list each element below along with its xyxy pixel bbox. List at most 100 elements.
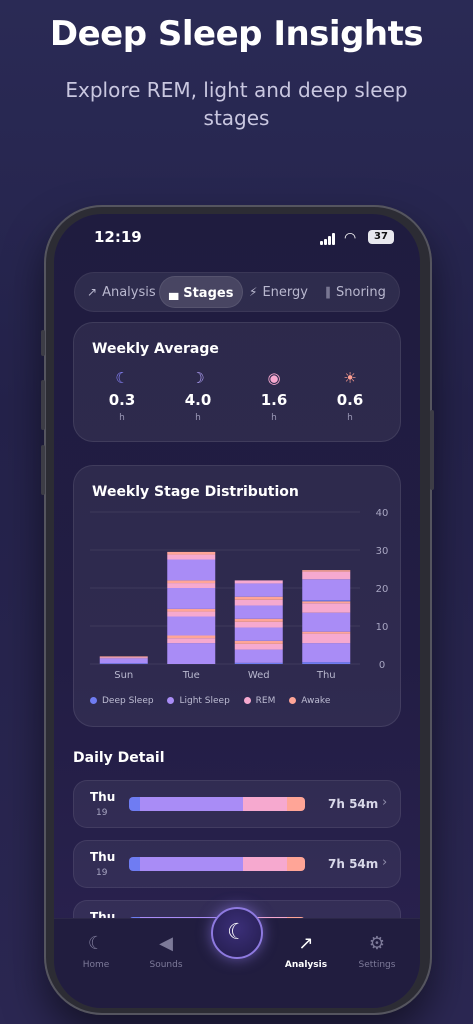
y-tick-label: 30: [376, 546, 389, 557]
app-screen: 12:19 ◠ 37 ↗ Analysis ▄ Stages ⚡ Energy ∥ Sn…: [54, 214, 420, 1008]
bar-segment-light-sleep: [302, 579, 351, 601]
bar-segment-rem: [302, 571, 351, 580]
bar-segment-awake: [234, 596, 283, 600]
bar-segment-deep-sleep: [302, 662, 351, 664]
bar-segment-rem: [302, 633, 351, 644]
bar-segment-rem: [234, 599, 283, 606]
daily-row[interactable]: Thu 19 7h 54m ›: [73, 840, 401, 888]
battery-icon: 37: [368, 230, 394, 244]
avg-rem: ◉ 1.6 h: [244, 369, 304, 423]
phone-mute-button: [41, 330, 45, 356]
status-bar: 12:19 ◠ 37: [54, 228, 420, 250]
bar-segment-awake: [99, 656, 148, 658]
row-segment-light-sleep: [139, 857, 244, 871]
x-tick-label: Wed: [248, 670, 270, 681]
row-date: 19: [96, 868, 108, 878]
nav-analysis[interactable]: ↗ Analysis: [276, 933, 336, 970]
stage-tabs: ↗ Analysis ▄ Stages ⚡ Energy ∥ Snoring: [74, 272, 400, 312]
tab-analysis[interactable]: ↗ Analysis: [83, 276, 160, 308]
row-segment-awake: [287, 857, 305, 871]
bar-segment-light-sleep: [167, 616, 216, 636]
avg-awake: ☀ 0.6 h: [320, 369, 380, 423]
waveform-icon: ∥: [325, 285, 331, 299]
daily-detail-title: Daily Detail: [73, 750, 165, 766]
row-date: 19: [96, 808, 108, 818]
avg-value: 1.6: [260, 391, 288, 409]
row-segment-rem: [243, 857, 288, 871]
tab-energy[interactable]: ⚡ Energy: [245, 276, 312, 308]
tab-label: Stages: [183, 286, 234, 301]
chevron-right-icon: ›: [382, 855, 388, 870]
daily-row[interactable]: Thu 19 7h 54m ›: [73, 780, 401, 828]
bar-segment-awake: [302, 570, 351, 572]
y-tick-label: 40: [376, 508, 389, 519]
bar-segment-rem: [167, 554, 216, 560]
bed-icon: ▄: [169, 286, 179, 300]
bar-segment-awake: [234, 618, 283, 622]
avg-value: 4.0: [184, 391, 212, 409]
bar-segment-awake: [234, 640, 283, 644]
nav-sounds[interactable]: ◀ Sounds: [136, 933, 196, 970]
legend-label: Deep Sleep: [102, 696, 154, 706]
phone-volume-down-button: [41, 445, 45, 495]
y-tick-label: 20: [376, 584, 389, 595]
bar-segment-light-sleep: [167, 643, 216, 664]
bar-segment-deep-sleep: [99, 663, 148, 664]
bar-segment-light-sleep: [167, 559, 216, 581]
chart-title: Weekly Stage Distribution: [92, 484, 299, 500]
tab-stages[interactable]: ▄ Stages: [159, 276, 244, 308]
legend-label: REM: [255, 696, 276, 706]
nav-label: Settings: [358, 960, 396, 970]
stage-distribution-card: Weekly Stage Distribution 40 30 20 10 0 Sun Tu…: [73, 465, 401, 727]
avg-unit: h: [347, 413, 353, 423]
bar-segment-deep-sleep: [302, 600, 351, 602]
legend-deep-sleep: Deep Sleep: [90, 696, 154, 706]
hero-title: Deep Sleep Insights: [49, 14, 424, 54]
avg-unit: h: [271, 413, 277, 423]
nav-label: Home: [82, 960, 110, 970]
bar-segment-light-sleep: [167, 588, 216, 609]
speaker-icon: ◀: [159, 933, 173, 954]
bar-segment-light-sleep: [234, 627, 283, 641]
hero-subtitle: Explore REM, light and deep sleep stages: [65, 78, 408, 130]
bar-segment-rem: [302, 603, 351, 613]
row-segment-rem: [243, 797, 288, 811]
tab-snoring[interactable]: ∥ Snoring: [321, 276, 390, 308]
nav-settings[interactable]: ⚙ Settings: [347, 933, 407, 970]
tab-label: Analysis: [102, 285, 156, 300]
bar-segment-rem: [234, 580, 283, 584]
legend-awake: Awake: [289, 696, 330, 706]
nav-home[interactable]: ☾ Home: [66, 933, 126, 970]
signal-icon: [320, 233, 338, 245]
chart-legend: Deep Sleep Light Sleep REM Awake: [90, 696, 341, 706]
bar-segment-awake: [167, 635, 216, 639]
bar-segment-light-sleep: [234, 583, 283, 597]
row-stage-bar: [129, 797, 305, 811]
bar-segment-rem: [167, 638, 216, 644]
row-segment-deep-sleep: [129, 857, 140, 871]
bar-segment-awake: [302, 601, 351, 604]
row-day: Thu: [90, 850, 116, 864]
weekly-average-card: Weekly Average ☾ 0.3 h ☽ 4.0 h ◉ 1.6 h ☀…: [73, 322, 401, 442]
sleep-start-button[interactable]: ☾: [211, 907, 263, 959]
bottom-nav: ☾ Home ◀ Sounds ↗ Analysis ⚙ Settings: [54, 918, 420, 1008]
x-tick-label: Thu: [316, 670, 336, 681]
sun-icon: ☀: [343, 369, 357, 387]
bar-segment-rem: [234, 643, 283, 650]
avg-deep-sleep: ☾ 0.3 h: [92, 369, 152, 423]
bar-segment-rem: [167, 611, 216, 617]
legend-light-sleep: Light Sleep: [167, 696, 230, 706]
y-tick-label: 10: [376, 622, 389, 633]
bar-segment-light-sleep: [302, 612, 351, 632]
line-chart-icon: ↗: [87, 285, 98, 299]
row-segment-deep-sleep: [129, 797, 140, 811]
row-segment-awake: [287, 797, 305, 811]
row-stage-bar: [129, 857, 305, 871]
phone-power-button: [430, 410, 434, 490]
nav-label: Sounds: [149, 960, 183, 970]
wifi-icon: ◠: [344, 230, 357, 246]
bar-segment-awake: [167, 608, 216, 612]
bar-segment-awake: [167, 580, 216, 584]
bar-segment-rem: [234, 621, 283, 628]
legend-label: Awake: [301, 696, 331, 706]
